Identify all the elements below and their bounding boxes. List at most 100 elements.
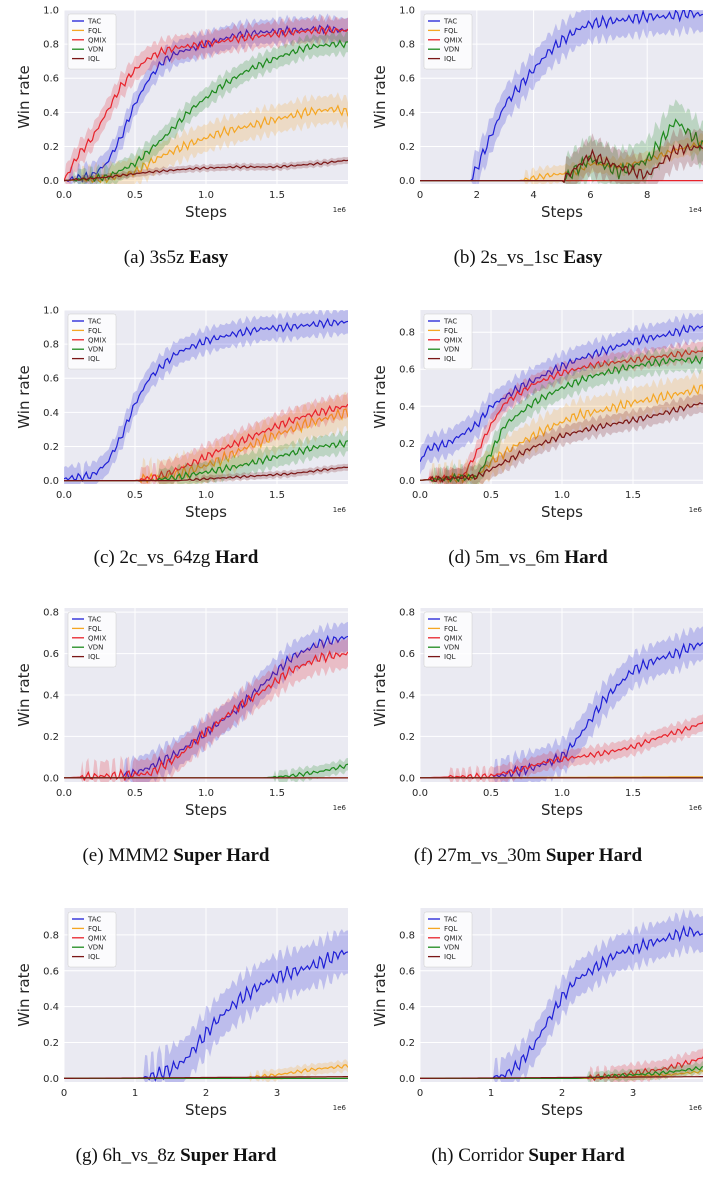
series-line-tac <box>64 23 348 183</box>
x-tick-label: 1 <box>488 1088 494 1099</box>
caption-prefix: (a) 3s5z <box>123 247 190 268</box>
caption-difficulty: Super Hard <box>173 845 270 866</box>
legend-label-iql: IQL <box>88 953 100 961</box>
x-tick-label: 1.5 <box>269 190 285 201</box>
x-tick-label: 8 <box>644 190 650 201</box>
legend-label-tac: TAC <box>443 616 457 624</box>
series-band-tac <box>64 929 348 1082</box>
x-tick-label: 2 <box>203 1088 209 1099</box>
x-exponent-label: 1e6 <box>333 506 347 514</box>
y-axis-label: Win rate <box>371 663 389 726</box>
series-band-tac <box>420 312 703 475</box>
y-tick-label: 0.4 <box>43 408 59 419</box>
y-tick-label: 0.0 <box>43 773 59 784</box>
caption-f: (f) 27m_vs_30m Super Hard <box>352 845 703 867</box>
caption-c: (c) 2c_vs_64zg Hard <box>0 547 352 569</box>
y-tick-label: 0.8 <box>399 930 415 941</box>
y-tick-label: 0.8 <box>43 40 59 51</box>
series-band-iql <box>64 156 348 184</box>
caption-a: (a) 3s5z Easy <box>0 247 352 269</box>
x-tick-label: 6 <box>587 190 593 201</box>
y-tick-label: 0.2 <box>399 142 415 153</box>
caption-prefix: (h) Corridor <box>431 1145 529 1166</box>
legend-box <box>423 911 473 968</box>
caption-difficulty: Super Hard <box>545 845 643 866</box>
y-tick-label: 0.8 <box>43 340 59 351</box>
legend-label-iql: IQL <box>88 653 100 661</box>
series-line-iql <box>64 159 348 182</box>
y-tick-label: 1.0 <box>399 6 415 17</box>
y-tick-label: 0.0 <box>399 1074 415 1085</box>
legend-label-tac: TAC <box>443 916 457 924</box>
series-line-iql <box>64 466 348 482</box>
y-tick-label: 0.2 <box>43 1038 59 1049</box>
y-tick-label: 0.6 <box>43 966 59 977</box>
series-band-qmix <box>420 713 703 782</box>
x-tick-label: 1.5 <box>625 788 641 799</box>
x-tick-label: 0 <box>61 1088 67 1099</box>
series-band-vdn <box>420 345 703 484</box>
y-tick-label: 1.0 <box>43 6 59 17</box>
caption-prefix: (c) 2c_vs_64zg <box>93 547 216 568</box>
x-tick-label: 0.0 <box>412 490 428 501</box>
x-tick-label: 1.5 <box>269 490 285 501</box>
caption-d: (d) 5m_vs_6m Hard <box>352 547 703 569</box>
y-tick-label: 0.6 <box>399 966 415 977</box>
series-line-qmix <box>420 349 703 484</box>
legend-label-vdn: VDN <box>444 944 459 952</box>
x-tick-label: 4 <box>530 190 536 201</box>
caption-prefix: (e) MMM2 <box>82 845 174 866</box>
legend-label-fql: FQL <box>88 27 102 35</box>
caption-prefix: (f) 27m_vs_30m <box>413 845 546 866</box>
y-tick-label: 0.8 <box>43 608 59 619</box>
y-tick-label: 0.4 <box>43 1002 59 1013</box>
y-tick-label: 0.4 <box>399 402 415 413</box>
x-tick-label: 0 <box>417 1088 423 1099</box>
legend-label-qmix: QMIX <box>444 934 463 942</box>
x-tick-label: 1.0 <box>198 190 214 201</box>
series-band-qmix <box>64 392 348 484</box>
y-tick-label: 0.2 <box>43 732 59 743</box>
chart-panel-c: 0.0 0.5 1.0 1.5 0.0 0.2 0.4 0.6 0.8 1.0 Steps Win r… <box>15 306 348 521</box>
caption-g: (g) 6h_vs_8z Super Hard <box>0 1145 352 1167</box>
x-axis-label: Steps <box>541 503 583 521</box>
legend-label-tac: TAC <box>443 18 457 26</box>
x-axis-label: Steps <box>185 503 227 521</box>
legend-label-iql: IQL <box>444 55 456 63</box>
y-tick-label: 0.2 <box>399 439 415 450</box>
y-tick-label: 1.0 <box>43 306 59 317</box>
y-tick-label: 0.4 <box>43 691 59 702</box>
legend-label-iql: IQL <box>444 953 456 961</box>
caption-difficulty: Easy <box>189 247 229 268</box>
y-tick-label: 0.4 <box>399 691 415 702</box>
y-tick-label: 0.8 <box>399 40 415 51</box>
x-tick-label: 0.0 <box>56 788 72 799</box>
y-tick-label: 0.0 <box>399 176 415 187</box>
series-group <box>420 626 703 782</box>
legend-label-fql: FQL <box>444 625 458 633</box>
legend-label-tac: TAC <box>443 318 457 326</box>
series-line-iql <box>420 142 703 184</box>
legend-label-tac: TAC <box>87 916 101 924</box>
series-line-fql <box>420 384 703 484</box>
x-exponent-label: 1e6 <box>333 206 347 214</box>
series-group <box>64 621 348 782</box>
y-tick-label: 0.6 <box>399 74 415 85</box>
x-exponent-label: 1e6 <box>689 804 703 812</box>
x-tick-label: 1.5 <box>269 788 285 799</box>
series-band-fql <box>64 1059 348 1082</box>
x-tick-label: 1.0 <box>198 788 214 799</box>
x-axis-label: Steps <box>541 801 583 819</box>
series-line-iql <box>420 1075 703 1080</box>
series-band-vdn <box>64 430 348 484</box>
series-band-tac <box>420 626 703 782</box>
legend-box <box>67 313 117 370</box>
legend-label-vdn: VDN <box>88 46 103 54</box>
x-tick-label: 0.5 <box>483 788 499 799</box>
legend-label-vdn: VDN <box>444 346 459 354</box>
legend-box <box>423 611 473 668</box>
